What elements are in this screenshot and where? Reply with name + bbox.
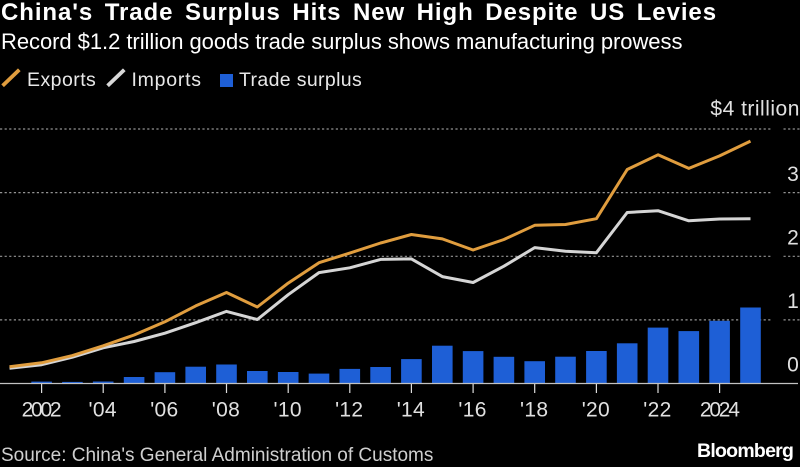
svg-text:'08: '08 — [212, 399, 240, 422]
svg-text:$4 trillion: $4 trillion — [710, 98, 799, 121]
svg-text:'20: '20 — [582, 399, 610, 422]
svg-text:0: 0 — [787, 354, 799, 377]
svg-text:2: 2 — [787, 226, 799, 249]
svg-text:'10: '10 — [274, 399, 302, 422]
svg-text:'16: '16 — [458, 399, 486, 422]
svg-text:2024: 2024 — [700, 399, 740, 422]
svg-text:'14: '14 — [397, 399, 425, 422]
svg-text:'18: '18 — [520, 399, 548, 422]
svg-text:1: 1 — [787, 290, 799, 313]
svg-text:'22: '22 — [643, 399, 671, 422]
svg-text:2002: 2002 — [22, 399, 62, 422]
svg-text:'04: '04 — [89, 399, 117, 422]
svg-text:'06: '06 — [150, 399, 178, 422]
svg-text:3: 3 — [787, 163, 799, 186]
svg-text:'12: '12 — [335, 399, 363, 422]
